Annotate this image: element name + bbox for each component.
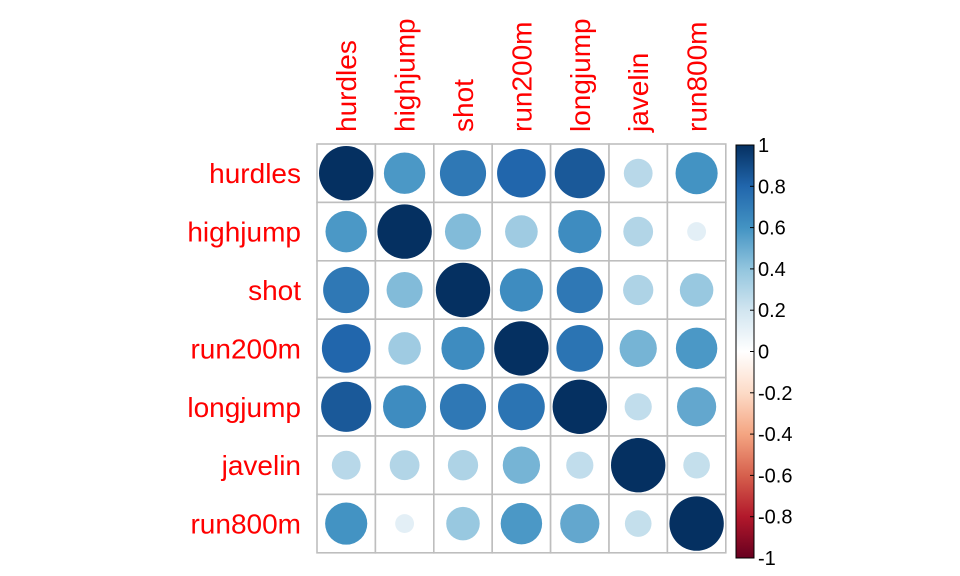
- corr-circle-highjump-hurdles: [325, 210, 367, 253]
- row-label-run800m: run800m: [190, 509, 301, 540]
- corr-circle-run200m-run800m: [675, 327, 718, 370]
- corr-circle-javelin-highjump: [389, 450, 420, 481]
- corr-circle-run800m-hurdles: [325, 502, 368, 545]
- corr-circle-run800m-run200m: [500, 502, 543, 545]
- corr-circle-shot-run200m: [499, 268, 543, 312]
- corr-circle-hurdles-highjump: [383, 152, 426, 194]
- corr-circle-shot-run800m: [679, 273, 714, 307]
- corr-circle-run200m-javelin: [619, 329, 657, 368]
- corr-circle-javelin-javelin: [611, 438, 666, 493]
- row-label-hurdles: hurdles: [209, 158, 301, 189]
- corr-circle-javelin-run200m: [502, 446, 541, 484]
- column-label-javelin: javelin: [623, 53, 654, 133]
- column-label-highjump: highjump: [390, 18, 421, 132]
- corr-circle-highjump-javelin: [623, 216, 654, 247]
- corr-circle-shot-highjump: [386, 271, 423, 309]
- row-label-shot: shot: [248, 275, 301, 306]
- legend-tick-label: 1: [758, 135, 769, 157]
- column-label-run800m: run800m: [682, 21, 713, 132]
- corr-circle-longjump-run800m: [676, 387, 717, 427]
- corr-circle-highjump-run800m: [687, 222, 707, 242]
- color-legend: 1 0.8 0.6 0.4 0.2 0 -0.2 -0.4 -0.6 -0.8 -1: [735, 135, 792, 570]
- corr-circle-shot-shot: [435, 262, 491, 318]
- legend-tick-label: -0.4: [758, 424, 792, 446]
- legend-tick-label: 0.4: [758, 259, 786, 281]
- corr-circle-highjump-longjump: [558, 210, 602, 254]
- column-labels: hurdles highjump shot run200m longjump javeli…: [331, 18, 712, 133]
- corr-circle-longjump-javelin: [624, 393, 652, 421]
- corr-circle-run800m-run800m: [669, 496, 724, 551]
- corr-circle-hurdles-shot: [439, 150, 487, 197]
- corr-circle-hurdles-hurdles: [319, 146, 374, 201]
- row-label-highjump: highjump: [187, 217, 301, 248]
- row-labels: hurdles highjump shot run200m longjump javeli…: [187, 158, 301, 539]
- corr-circle-run800m-javelin: [624, 510, 652, 537]
- corr-circle-run200m-highjump: [388, 332, 421, 365]
- corr-circle-run200m-hurdles: [321, 324, 371, 373]
- row-label-javelin: javelin: [221, 450, 301, 481]
- corr-circle-highjump-run200m: [505, 215, 538, 248]
- legend-tick-label: 0.8: [758, 176, 786, 198]
- legend-tick-label: -0.8: [758, 507, 792, 529]
- corr-circle-javelin-run800m: [683, 451, 710, 479]
- corr-circle-longjump-shot: [439, 383, 487, 430]
- corr-circle-longjump-highjump: [383, 385, 427, 429]
- corr-circle-hurdles-run800m: [675, 152, 718, 195]
- corr-circle-highjump-shot: [444, 213, 482, 250]
- corr-circle-shot-hurdles: [323, 266, 370, 314]
- corr-circle-shot-longjump: [556, 266, 603, 314]
- corr-circle-longjump-run200m: [498, 383, 545, 431]
- corr-circle-javelin-hurdles: [331, 450, 361, 480]
- row-label-longjump: longjump: [187, 392, 301, 423]
- corr-circle-longjump-longjump: [552, 379, 607, 434]
- legend-tick-label: 0.6: [758, 218, 786, 240]
- corr-circle-longjump-hurdles: [321, 381, 372, 432]
- column-label-longjump: longjump: [565, 18, 596, 132]
- legend-tick-label: -1: [758, 548, 776, 570]
- corr-circle-run200m-run200m: [494, 321, 549, 376]
- legend-tick-label: -0.2: [758, 383, 792, 405]
- corr-circle-javelin-shot: [447, 450, 479, 481]
- column-label-hurdles: hurdles: [331, 40, 362, 132]
- corr-circle-highjump-highjump: [377, 204, 432, 259]
- corr-circle-run800m-shot: [446, 506, 480, 541]
- corr-circle-hurdles-longjump: [554, 148, 605, 199]
- corr-circle-run800m-highjump: [395, 514, 415, 534]
- legend-tick-label: 0: [758, 342, 769, 364]
- column-label-run200m: run200m: [506, 21, 537, 132]
- grid-cell: [666, 201, 727, 262]
- correlation-circles: [319, 146, 724, 551]
- corr-circle-javelin-longjump: [566, 451, 594, 479]
- column-label-shot: shot: [448, 79, 479, 132]
- corr-circle-hurdles-javelin: [623, 158, 653, 188]
- corr-circle-run800m-longjump: [560, 503, 600, 544]
- row-label-run200m: run200m: [190, 333, 301, 364]
- legend-tick-label: 0.2: [758, 300, 786, 322]
- corr-circle-hurdles-run200m: [497, 148, 546, 198]
- legend-tick-label: -0.6: [758, 465, 792, 487]
- corr-circle-shot-javelin: [623, 274, 654, 306]
- corr-circle-run200m-shot: [441, 326, 485, 370]
- corr-circle-run200m-longjump: [556, 325, 604, 372]
